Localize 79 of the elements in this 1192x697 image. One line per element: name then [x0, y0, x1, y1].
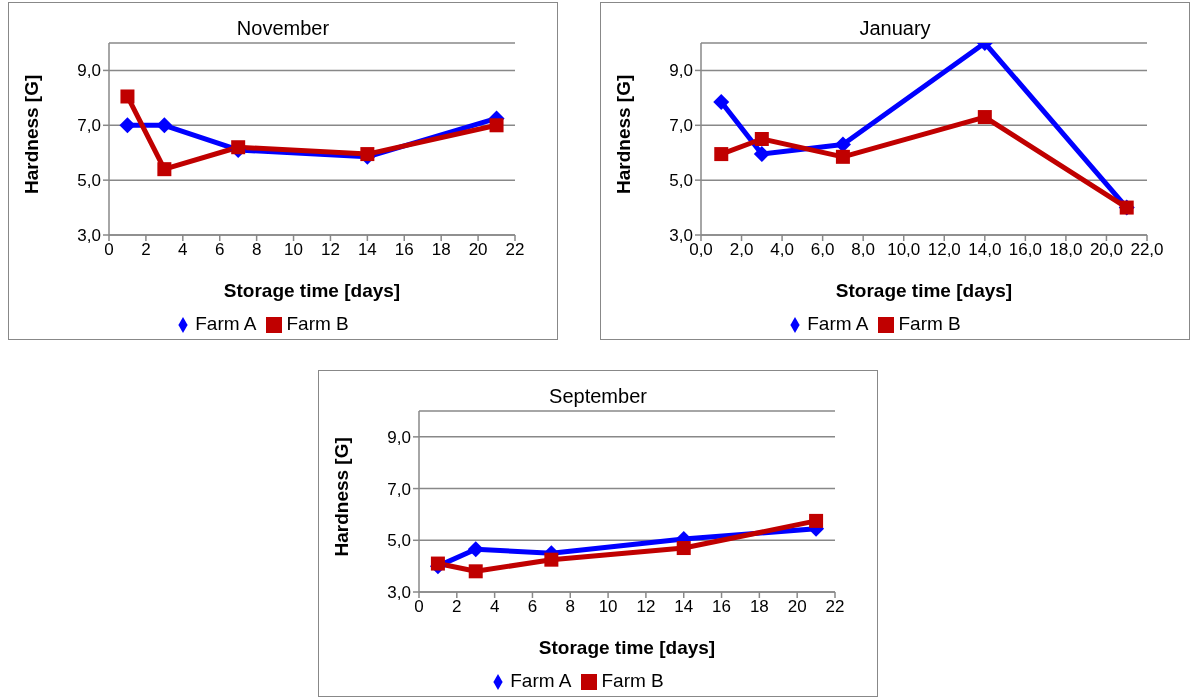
y-axis-title: Hardness [G]: [330, 437, 352, 557]
x-axis-title: Storage time [days]: [223, 280, 401, 301]
x-tick-label: 14: [674, 597, 694, 617]
x-tick-label: 0: [414, 597, 424, 617]
y-tick-label: 3,0: [77, 226, 101, 246]
legend-label: Farm A: [510, 670, 572, 691]
chart-title: January: [858, 17, 932, 40]
point: [544, 552, 559, 567]
legend-label: Farm A: [195, 313, 257, 334]
x-tick-label: 12,0: [927, 240, 961, 260]
y-tick-label: 3,0: [387, 583, 411, 603]
point: [977, 110, 992, 125]
point: [468, 564, 483, 579]
x-axis-title: Storage time [days]: [835, 280, 1013, 301]
x-tick-label: 4: [489, 597, 500, 617]
x-tick-label: 16: [712, 597, 732, 617]
point: [676, 541, 691, 556]
x-tick-label: 12: [636, 597, 656, 617]
x-tick-label: 22: [825, 597, 845, 617]
legend-label: Farm B: [601, 670, 664, 691]
y-tick-label: 7,0: [387, 479, 411, 499]
y-tick-label: 5,0: [77, 171, 101, 191]
x-tick-label: 20: [468, 240, 488, 260]
point: [489, 118, 504, 133]
x-tick-label: 18: [749, 597, 769, 617]
x-tick-label: 4: [178, 240, 188, 260]
x-tick-label: 2: [452, 597, 462, 617]
x-tick-label: 14: [357, 240, 377, 260]
chart-title: November: [235, 17, 331, 40]
x-tick-label: 18,0: [1049, 240, 1083, 260]
y-axis-title: Hardness [G]: [20, 74, 42, 194]
y-tick-label: 9,0: [669, 61, 693, 81]
x-tick-label: 6,0: [810, 240, 835, 260]
x-tick-label: 18: [431, 240, 451, 260]
x-tick-label: 20,0: [1089, 240, 1123, 260]
point: [753, 146, 770, 163]
point: [714, 147, 729, 162]
x-tick-label: 4,0: [770, 240, 794, 260]
x-tick-label: 0: [104, 240, 114, 260]
point: [156, 117, 173, 134]
legend-label: Farm B: [898, 313, 961, 334]
x-tick-label: 14,0: [968, 240, 1002, 260]
x-tick-label: 12: [320, 240, 340, 260]
x-tick-label: 16,0: [1008, 240, 1042, 260]
point: [467, 541, 484, 558]
legend-label: Farm A: [807, 313, 869, 334]
x-tick-label: 10: [284, 240, 304, 260]
x-tick-label: 0,0: [689, 240, 713, 260]
chart-title: September: [548, 385, 648, 408]
point: [754, 132, 769, 146]
point: [430, 556, 445, 571]
x-tick-label: 6: [527, 597, 538, 617]
x-tick-label: 22,0: [1130, 240, 1164, 260]
point: [119, 117, 136, 134]
y-tick-label: 9,0: [77, 61, 101, 81]
x-tick-label: 2,0: [729, 240, 754, 260]
x-tick-label: 8,0: [851, 240, 875, 260]
x-tick-label: 8: [251, 240, 262, 260]
x-tick-label: 10,0: [887, 240, 921, 260]
x-tick-label: 22: [505, 240, 525, 260]
point: [120, 89, 135, 104]
y-axis-title: Hardness [G]: [612, 74, 634, 194]
y-tick-label: 5,0: [387, 531, 411, 551]
point: [835, 149, 850, 164]
point: [809, 513, 824, 528]
x-tick-label: 2: [141, 240, 151, 260]
y-tick-label: 7,0: [77, 116, 101, 136]
x-tick-label: 10: [598, 597, 618, 617]
y-tick-label: 7,0: [669, 116, 693, 136]
x-tick-label: 6: [214, 240, 225, 260]
legend-label: Farm B: [286, 313, 349, 334]
x-axis-title: Storage time [days]: [538, 637, 716, 658]
point: [157, 162, 172, 177]
y-tick-label: 9,0: [387, 427, 411, 447]
y-tick-label: 5,0: [669, 171, 693, 191]
x-tick-label: 8: [565, 597, 576, 617]
x-tick-label: 16: [394, 240, 414, 260]
x-tick-label: 20: [787, 597, 807, 617]
point: [713, 93, 730, 110]
